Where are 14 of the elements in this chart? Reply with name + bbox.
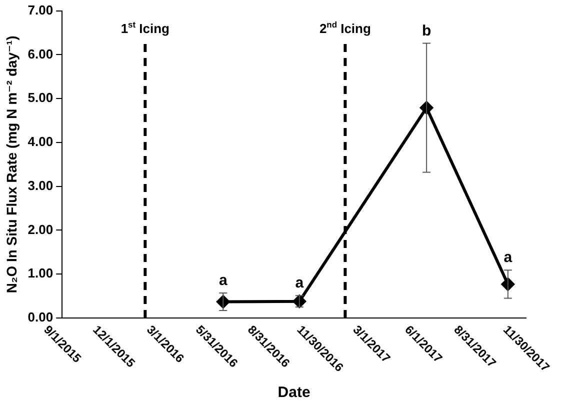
annotation: a <box>295 274 304 292</box>
y-tick-label: 4.00 <box>28 134 54 150</box>
y-tick-label: 5.00 <box>28 90 54 106</box>
y-tick-label: 7.00 <box>28 2 54 18</box>
y-tick-label: 0.00 <box>28 310 54 325</box>
y-tick-label: 3.00 <box>28 178 54 193</box>
y-tick-label: 1.00 <box>28 266 54 281</box>
annotation: a <box>504 249 513 266</box>
y-tick-label: 2.00 <box>28 222 54 237</box>
x-axis-title: Date <box>278 384 310 402</box>
y-tick-label: 6.00 <box>28 46 54 62</box>
y-axis-title: N₂O In Situ Flux Rate (mg N m⁻² day⁻¹) <box>3 36 20 294</box>
annotation: a <box>218 272 228 289</box>
annotation: b <box>422 22 432 40</box>
